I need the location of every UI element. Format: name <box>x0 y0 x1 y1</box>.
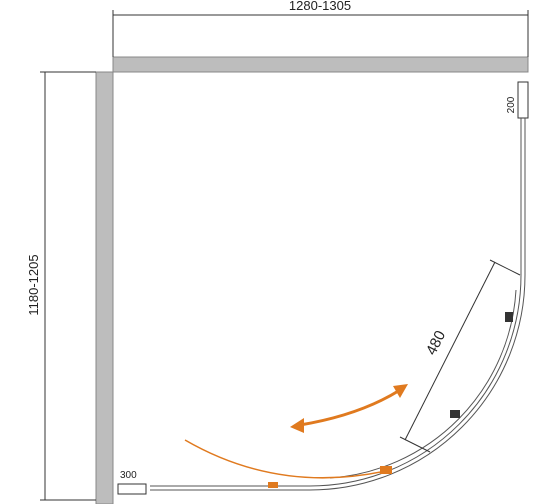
depth-label: 1180-1205 <box>26 254 41 315</box>
side-panel: 200 <box>506 81 529 275</box>
left-wall <box>95 71 114 504</box>
width-label: 1280-1305 <box>289 0 351 13</box>
curved-door: 300 <box>117 274 526 495</box>
door-label: 480 <box>423 328 450 358</box>
depth-dimension: 1180-1205 <box>26 71 96 501</box>
top-wall <box>112 56 529 73</box>
width-dimension: 1280-1305 <box>112 0 529 57</box>
bottom-panel-label: 300 <box>120 470 137 481</box>
swing-indicator <box>184 384 408 479</box>
side-panel-label: 200 <box>506 96 517 113</box>
